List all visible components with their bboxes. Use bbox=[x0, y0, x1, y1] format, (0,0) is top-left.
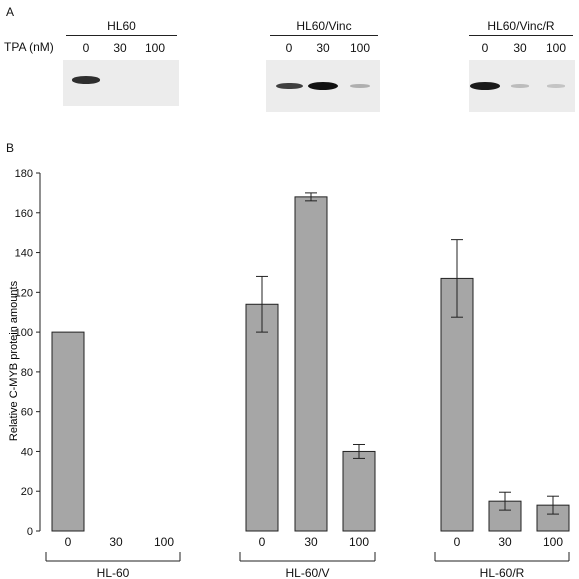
blot-band bbox=[510, 84, 530, 88]
y-tick-label: 140 bbox=[15, 248, 33, 260]
bar bbox=[294, 196, 328, 532]
bar bbox=[488, 500, 522, 532]
bar bbox=[440, 277, 474, 532]
y-tick-label: 80 bbox=[21, 367, 33, 379]
x-category-label: 30 bbox=[109, 535, 123, 549]
group-label: HL-60/V bbox=[285, 566, 329, 579]
bar bbox=[245, 303, 279, 532]
x-category-label: 0 bbox=[65, 535, 72, 549]
blot-lane-label: 0 bbox=[82, 41, 90, 55]
panel-a-letter: A bbox=[6, 5, 15, 19]
y-tick-label: 180 bbox=[15, 168, 33, 180]
x-category-label: 30 bbox=[498, 535, 512, 549]
y-tick-label: 100 bbox=[15, 327, 33, 339]
blot-lane-label: 30 bbox=[513, 41, 527, 55]
blot-band bbox=[470, 82, 500, 90]
blot-lane-label: 0 bbox=[481, 41, 489, 55]
x-category-label: 100 bbox=[543, 535, 563, 549]
y-tick-label: 40 bbox=[21, 446, 33, 458]
x-category-label: 100 bbox=[349, 535, 369, 549]
bar bbox=[536, 504, 570, 532]
blot-lane-label: 100 bbox=[545, 41, 567, 55]
x-category-label: 100 bbox=[154, 535, 174, 549]
blot-lane-label: 0 bbox=[285, 41, 293, 55]
y-tick-label: 120 bbox=[15, 287, 33, 299]
blot-lane-label: 30 bbox=[316, 41, 330, 55]
bar bbox=[342, 450, 376, 532]
group-label: HL-60/R bbox=[480, 566, 525, 579]
group-label: HL-60 bbox=[97, 566, 130, 579]
panel-b-letter: B bbox=[6, 141, 15, 155]
blot-lane-label: 100 bbox=[144, 41, 166, 55]
blot-band bbox=[546, 84, 566, 88]
blot-band bbox=[350, 84, 370, 88]
y-tick-label: 0 bbox=[27, 526, 33, 538]
bar bbox=[51, 331, 85, 532]
blot-title-rule bbox=[469, 35, 573, 36]
x-category-label: 0 bbox=[259, 535, 266, 549]
blot-title: HL60 bbox=[107, 19, 136, 33]
blot-lane-label: 30 bbox=[113, 41, 127, 55]
y-tick-label: 20 bbox=[21, 486, 33, 498]
blot-band bbox=[71, 76, 101, 84]
x-category-label: 0 bbox=[454, 535, 461, 549]
tpa-label: TPA (nM) bbox=[4, 40, 54, 54]
blot-title-rule bbox=[270, 35, 378, 36]
y-tick-label: 160 bbox=[15, 208, 33, 220]
y-tick-label: 60 bbox=[21, 407, 33, 419]
blot-band bbox=[308, 82, 338, 90]
y-axis-label: Relative C-MYB protein amounts bbox=[8, 280, 20, 441]
blot-lane-label: 100 bbox=[349, 41, 371, 55]
blot-title: HL60/Vinc bbox=[296, 19, 352, 33]
blot-band bbox=[275, 82, 303, 90]
x-category-label: 30 bbox=[304, 535, 318, 549]
blot-title-rule bbox=[66, 35, 177, 36]
blot-title: HL60/Vinc/R bbox=[487, 19, 555, 33]
